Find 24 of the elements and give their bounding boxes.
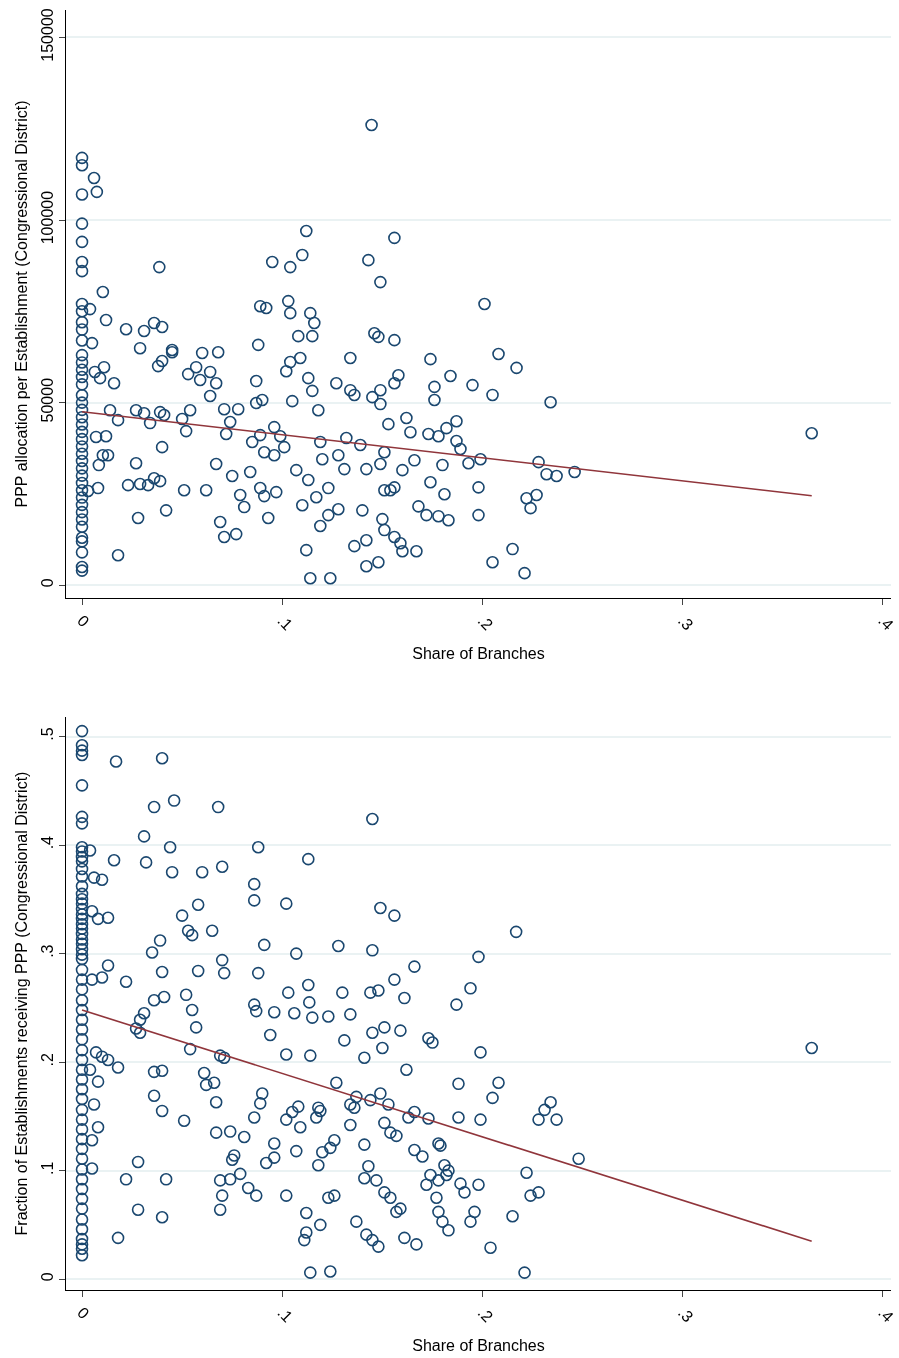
y-tick-label: .5 — [38, 727, 56, 741]
y-tick-label: .3 — [38, 944, 56, 958]
x-tick-label: 0 — [74, 1303, 93, 1323]
y-tick-label: 50000 — [38, 377, 56, 423]
y-tick-label: 0 — [38, 1272, 56, 1282]
x-tick-label: .1 — [274, 1303, 297, 1326]
x-tick-label: .1 — [274, 611, 297, 634]
y-tick-label: .4 — [38, 835, 56, 850]
x-axis-title: Share of Branches — [412, 645, 545, 663]
y-axis-title: PPP allocation per Establishment (Congressional District) — [13, 100, 31, 508]
x-tick-label: .4 — [875, 611, 897, 634]
y-tick-label: 0 — [38, 578, 56, 588]
y-tick-label: .2 — [38, 1052, 56, 1067]
x-tick-label: .3 — [674, 1303, 697, 1326]
x-tick-label: .2 — [474, 1303, 497, 1326]
x-axis-title: Share of Branches — [412, 1337, 545, 1355]
x-tick-label: .4 — [875, 1303, 897, 1326]
x-tick-label: .2 — [474, 611, 497, 634]
y-tick-label: 100000 — [38, 190, 56, 245]
y-tick-label: 150000 — [38, 8, 56, 62]
x-tick-label: 0 — [74, 611, 93, 631]
x-tick-label: .3 — [674, 611, 697, 634]
y-axis-title: Fraction of Establishments receiving PPP (Congressional District) — [13, 771, 31, 1236]
y-tick-label: .1 — [38, 1161, 56, 1175]
